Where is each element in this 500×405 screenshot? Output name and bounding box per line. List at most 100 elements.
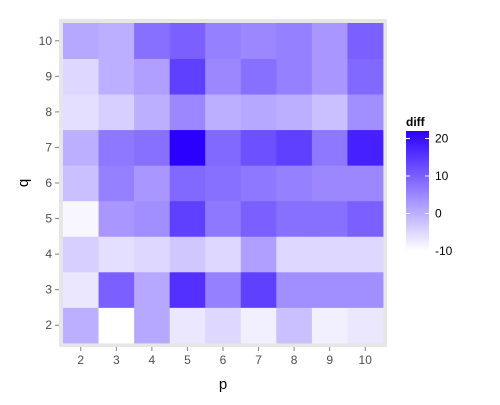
y-tick-label: 2 bbox=[45, 318, 52, 332]
heatmap-cell bbox=[169, 129, 206, 166]
heatmap-cell bbox=[169, 200, 206, 237]
heatmap-cell bbox=[240, 23, 277, 59]
y-tick-label: 8 bbox=[45, 105, 52, 119]
heatmap-cell bbox=[134, 236, 171, 273]
heatmap-cell bbox=[63, 129, 99, 166]
heatmap-cell bbox=[240, 165, 277, 202]
heatmap-cell bbox=[63, 94, 99, 131]
legend-ticks: -10 0 10 20 bbox=[406, 132, 453, 258]
heatmap-cell bbox=[276, 165, 313, 202]
heatmap-cell bbox=[311, 129, 348, 166]
y-tick-label: 10 bbox=[39, 34, 53, 48]
heatmap-cell bbox=[98, 200, 135, 237]
heatmap-cell bbox=[347, 271, 384, 308]
heatmap-cell bbox=[205, 165, 242, 202]
legend-tick-label: 0 bbox=[435, 207, 442, 221]
heatmap-cells bbox=[63, 23, 384, 344]
heatmap-cell bbox=[276, 307, 313, 344]
heatmap-cell bbox=[205, 236, 242, 273]
heatmap-cell bbox=[347, 165, 384, 202]
heatmap-cell bbox=[205, 58, 242, 95]
heatmap-cell bbox=[276, 129, 313, 166]
heatmap-cell bbox=[240, 58, 277, 95]
legend-colorbar bbox=[406, 131, 429, 251]
heatmap-cell bbox=[276, 58, 313, 95]
heatmap-cell bbox=[347, 58, 384, 95]
heatmap-cell bbox=[134, 165, 171, 202]
heatmap-cell bbox=[98, 236, 135, 273]
y-tick-label: 9 bbox=[45, 69, 52, 83]
heatmap-cell bbox=[311, 165, 348, 202]
heatmap-cell bbox=[63, 23, 99, 59]
heatmap-cell bbox=[276, 236, 313, 273]
heatmap-cell bbox=[63, 58, 99, 95]
x-tick-label: 5 bbox=[184, 353, 191, 367]
heatmap-cell bbox=[240, 94, 277, 131]
heatmap-cell bbox=[311, 23, 348, 59]
heatmap-cell bbox=[169, 307, 206, 344]
legend-title: diff bbox=[406, 115, 426, 129]
x-tick-label: 4 bbox=[149, 353, 156, 367]
x-tick-label: 8 bbox=[291, 353, 298, 367]
x-tick-label: 6 bbox=[220, 353, 227, 367]
heatmap-cell bbox=[347, 94, 384, 131]
legend-tick-label: -10 bbox=[435, 244, 453, 258]
heatmap-cell bbox=[98, 165, 135, 202]
heatmap-cell bbox=[98, 307, 135, 344]
heatmap-cell bbox=[134, 129, 171, 166]
y-tick-label: 7 bbox=[45, 140, 52, 154]
heatmap-cell bbox=[205, 200, 242, 237]
heatmap-cell bbox=[276, 271, 313, 308]
heatmap-cell bbox=[347, 200, 384, 237]
heatmap-cell bbox=[347, 307, 384, 344]
heatmap-cell bbox=[240, 236, 277, 273]
y-tick-label: 4 bbox=[45, 247, 52, 261]
heatmap-cell bbox=[134, 23, 171, 59]
heatmap-cell bbox=[169, 58, 206, 95]
heatmap-cell bbox=[98, 94, 135, 131]
legend-tick-label: 20 bbox=[435, 132, 449, 146]
heatmap-cell bbox=[98, 271, 135, 308]
heatmap-cell bbox=[311, 271, 348, 308]
heatmap-cell bbox=[276, 94, 313, 131]
heatmap-cell bbox=[205, 23, 242, 59]
heatmap-cell bbox=[134, 58, 171, 95]
heatmap-cell bbox=[63, 165, 99, 202]
x-tick-label: 9 bbox=[326, 353, 333, 367]
x-tick-label: 10 bbox=[359, 353, 373, 367]
heatmap-cell bbox=[276, 23, 313, 59]
heatmap-cell bbox=[311, 307, 348, 344]
y-axis-ticks: 2 3 4 5 6 7 8 9 10 bbox=[39, 34, 59, 332]
x-axis-label: p bbox=[219, 376, 227, 393]
heatmap-cell bbox=[205, 129, 242, 166]
y-tick-label: 5 bbox=[45, 212, 52, 226]
y-tick-label: 6 bbox=[45, 176, 52, 190]
y-tick-label: 3 bbox=[45, 283, 52, 297]
heatmap-cell bbox=[63, 236, 99, 273]
heatmap-cell bbox=[134, 271, 171, 308]
heatmap-cell bbox=[205, 307, 242, 344]
x-tick-label: 7 bbox=[255, 353, 262, 367]
heatmap-cell bbox=[240, 271, 277, 308]
heatmap-cell bbox=[63, 307, 99, 344]
heatmap-cell bbox=[205, 94, 242, 131]
heatmap-cell bbox=[240, 129, 277, 166]
heatmap-cell bbox=[311, 200, 348, 237]
heatmap-cell bbox=[134, 94, 171, 131]
heatmap-cell bbox=[63, 271, 99, 308]
heatmap-cell bbox=[169, 236, 206, 273]
heatmap-cell bbox=[134, 307, 171, 344]
heatmap-cell bbox=[347, 236, 384, 273]
heatmap-cell bbox=[169, 165, 206, 202]
heatmap-cell bbox=[134, 200, 171, 237]
heatmap-cell bbox=[311, 58, 348, 95]
heatmap-cell bbox=[240, 307, 277, 344]
x-axis-ticks: 2 3 4 5 6 7 8 9 10 bbox=[77, 347, 372, 367]
heatmap-cell bbox=[63, 200, 99, 237]
x-tick-label: 3 bbox=[113, 353, 120, 367]
heatmap-cell bbox=[240, 200, 277, 237]
heatmap-cell bbox=[169, 271, 206, 308]
heatmap-cell bbox=[98, 23, 135, 59]
